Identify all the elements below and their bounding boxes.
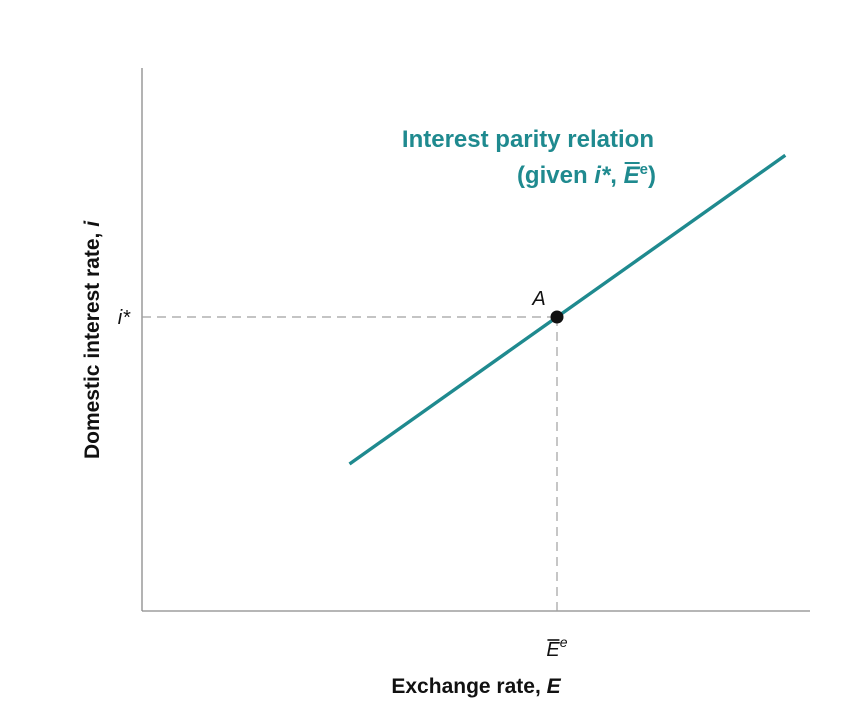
series-label-istar: i* (594, 162, 612, 189)
series-label-open: (given (517, 162, 594, 189)
y-axis-title-text: Domestic interest rate, (81, 227, 104, 459)
y-axis-title: Domestic interest rate, i (81, 220, 104, 459)
series-label-line2: (given i*, Ee) (517, 161, 656, 189)
series-label-line1: Interest parity relation (402, 126, 654, 153)
point-a-label: A (531, 288, 545, 310)
point-a-marker (550, 310, 564, 324)
series-label-close: ) (648, 162, 656, 189)
x-tick-label-sup: e (560, 634, 568, 650)
x-axis-title-text: Exchange rate, (391, 675, 546, 698)
x-axis-title: Exchange rate, E (391, 675, 561, 698)
x-tick-label-ebar-e: Ee (546, 634, 567, 661)
y-tick-label-istar: i* (118, 307, 131, 329)
y-axis-title-var: i (81, 220, 104, 227)
series-label-comma: , (610, 162, 623, 189)
x-axis-title-var: E (547, 675, 562, 698)
series-label-ebar: E (624, 162, 641, 189)
x-tick-label-E: E (546, 639, 560, 661)
interest-parity-line (348, 153, 787, 466)
series-label-sup-e: e (640, 161, 648, 178)
